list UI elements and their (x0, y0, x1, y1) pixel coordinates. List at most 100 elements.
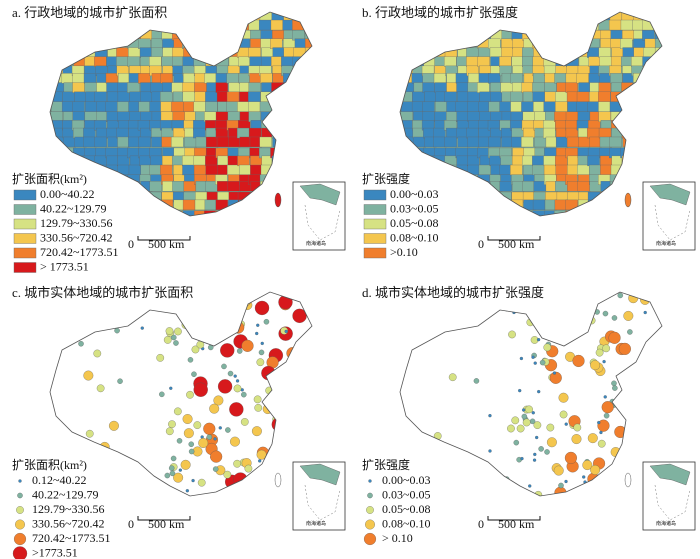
city-dot (634, 373, 638, 377)
city-dot (583, 299, 587, 304)
scale-bar (487, 516, 541, 521)
region (272, 47, 285, 58)
region (433, 136, 446, 148)
region (283, 147, 296, 159)
region (95, 174, 108, 185)
city-dot (638, 370, 651, 383)
region (534, 136, 547, 148)
region (455, 73, 469, 84)
region (643, 101, 657, 112)
region (499, 56, 512, 67)
region (293, 111, 306, 122)
legend-swatch (367, 492, 373, 499)
region (283, 136, 296, 148)
region (422, 73, 435, 84)
region (457, 19, 470, 31)
region (576, 101, 589, 112)
inset-coast (649, 463, 691, 486)
region (303, 101, 312, 112)
region (565, 73, 579, 84)
region (184, 136, 197, 148)
region (456, 218, 468, 228)
region (161, 210, 175, 216)
region (511, 210, 525, 216)
region (533, 73, 546, 84)
region (106, 155, 119, 167)
region (152, 218, 164, 228)
legend-swatch (13, 218, 37, 230)
region (532, 38, 545, 49)
region (666, 39, 678, 49)
region (293, 147, 306, 159)
region (433, 73, 447, 84)
region (412, 91, 425, 103)
city-dot (203, 422, 216, 435)
city-dot (288, 401, 303, 416)
city-dot (271, 417, 286, 432)
city-dot (629, 431, 636, 438)
region (117, 164, 130, 176)
city-dot (199, 304, 210, 315)
city-dot (558, 392, 569, 403)
region (105, 174, 118, 185)
region (172, 181, 185, 192)
regions (400, 12, 678, 228)
region (282, 120, 295, 131)
region (412, 30, 425, 41)
region (138, 199, 151, 211)
region (62, 155, 75, 167)
city-dot (191, 371, 197, 377)
city-dot (568, 325, 572, 330)
region (238, 56, 251, 67)
region (149, 19, 162, 31)
region (305, 147, 312, 159)
region (293, 155, 306, 167)
region (666, 137, 678, 147)
city-dot (586, 292, 599, 302)
region (227, 38, 240, 49)
city-dot (183, 428, 194, 439)
city-dot (631, 383, 636, 387)
city-dot (196, 311, 203, 317)
region (642, 120, 656, 131)
region (194, 91, 207, 103)
region (477, 38, 490, 49)
city-dot (520, 456, 524, 461)
region (162, 218, 174, 228)
region (565, 30, 578, 41)
region (129, 91, 142, 103)
region (565, 210, 578, 216)
region (249, 56, 262, 67)
region (304, 47, 312, 58)
region (455, 210, 468, 216)
region (411, 174, 424, 185)
legend-label: 40.22~129.79 (40, 201, 107, 215)
region (194, 218, 206, 228)
city-dot (253, 395, 262, 404)
inset-label: 南海诸岛 (306, 520, 326, 527)
city-dot (220, 314, 233, 327)
city-dot (108, 420, 119, 431)
region (193, 56, 206, 67)
city-dot (536, 338, 541, 342)
city-dot (256, 323, 260, 327)
region (237, 155, 250, 167)
region (653, 111, 662, 122)
scale-label: 500 km (148, 237, 185, 251)
region (554, 73, 567, 84)
city-dot (287, 395, 301, 408)
city-dot (544, 316, 548, 320)
region (488, 101, 501, 112)
city-dot (173, 407, 182, 416)
city-dot (292, 349, 305, 362)
region (172, 56, 185, 67)
legend-label: 129.79~330.56 (32, 502, 105, 516)
region (424, 174, 438, 185)
region (622, 174, 635, 185)
city-dot (188, 448, 195, 455)
region (611, 47, 624, 58)
city-dot (159, 391, 165, 398)
city-dot (281, 406, 285, 411)
region (149, 101, 162, 112)
region (608, 19, 622, 31)
